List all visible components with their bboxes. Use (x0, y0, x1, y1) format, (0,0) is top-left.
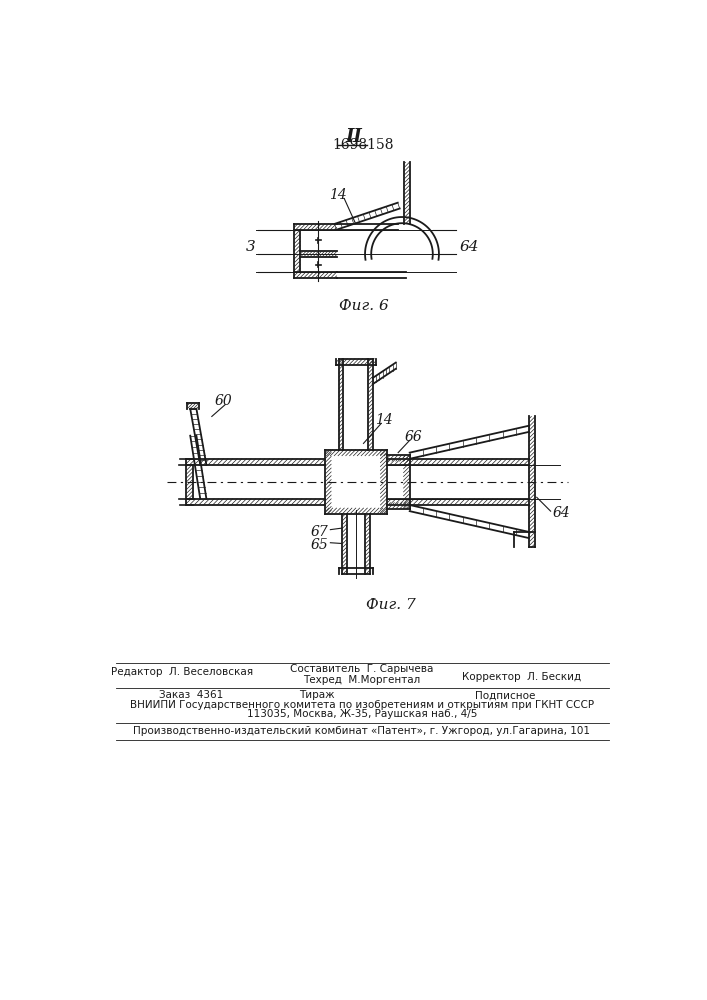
Text: Тираж: Тираж (300, 690, 335, 700)
Text: 66: 66 (404, 430, 422, 444)
Text: Корректор  Л. Бескид: Корректор Л. Бескид (462, 672, 581, 682)
Text: 1698158: 1698158 (332, 138, 394, 152)
Text: 64: 64 (552, 506, 570, 520)
Text: 113035, Москва, Ж-35, Раушская наб., 4/5: 113035, Москва, Ж-35, Раушская наб., 4/5 (247, 709, 477, 719)
Text: Фиг. 6: Фиг. 6 (339, 299, 388, 313)
Text: 14: 14 (375, 413, 393, 427)
Text: 60: 60 (214, 394, 232, 408)
Text: Составитель  Г. Сарычева: Составитель Г. Сарычева (291, 664, 433, 674)
Text: Заказ  4361: Заказ 4361 (160, 690, 223, 700)
Text: 67: 67 (311, 525, 329, 539)
Text: 65: 65 (311, 538, 329, 552)
Text: Техред  М.Моргентал: Техред М.Моргентал (303, 675, 421, 685)
Text: Фиг. 7: Фиг. 7 (366, 598, 415, 612)
Text: Редактор  Л. Веселовская: Редактор Л. Веселовская (112, 667, 254, 677)
Text: Производственно-издательский комбинат «Патент», г. Ужгород, ул.Гагарина, 101: Производственно-издательский комбинат «П… (134, 726, 590, 736)
Text: ВНИИПИ Государственного комитета по изобретениям и открытиям при ГКНТ СССР: ВНИИПИ Государственного комитета по изоб… (130, 700, 594, 710)
Text: Подписное: Подписное (475, 690, 535, 700)
Text: 3: 3 (246, 240, 256, 254)
Text: 14: 14 (329, 188, 347, 202)
Text: II: II (345, 128, 362, 146)
Text: 64: 64 (460, 240, 479, 254)
